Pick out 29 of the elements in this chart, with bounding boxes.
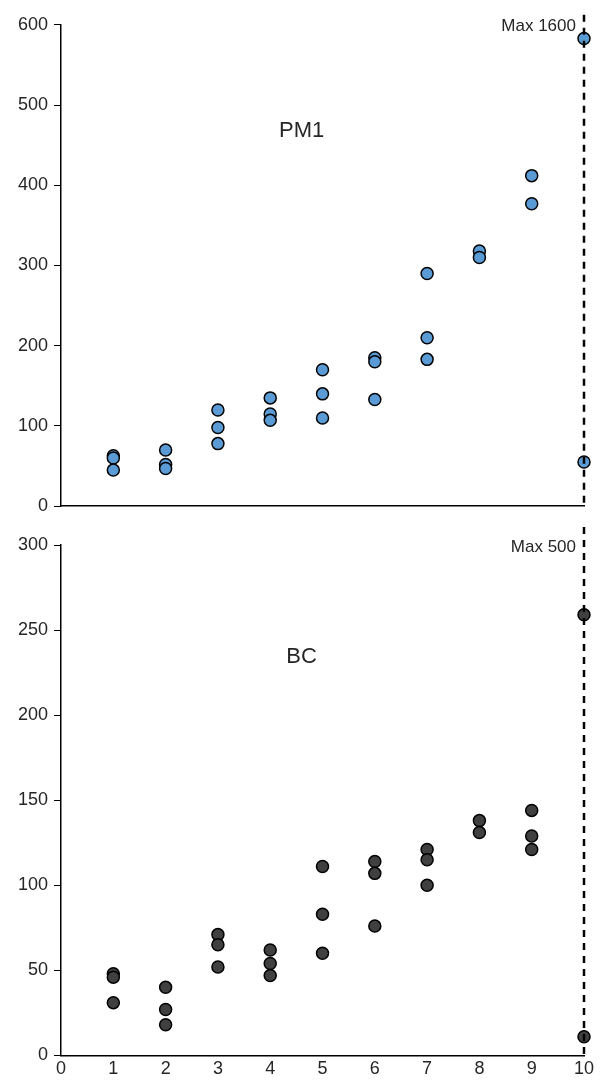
x-tick-label: 0: [56, 1058, 67, 1079]
y-tick-label: 0: [38, 1044, 49, 1065]
y-tick-label: 500: [17, 94, 49, 114]
y-tick-label: 50: [28, 959, 49, 980]
x-tick-label: 5: [317, 1058, 328, 1079]
x-tick-label: 10: [573, 1058, 595, 1079]
text: BC: [286, 643, 317, 669]
y-tick-label: 200: [17, 334, 49, 355]
x-tick-label: 6: [369, 1058, 380, 1079]
x-tick-label: 8: [474, 1058, 485, 1079]
x-tick-label: 2: [160, 1058, 171, 1079]
x-tick-label: 4: [265, 1058, 276, 1079]
y-tick-label: 0: [38, 495, 49, 516]
y-tick-label: 300: [17, 254, 49, 275]
ref-line-label: Max 1600: [501, 16, 576, 36]
y-tick-label: 100: [17, 414, 49, 435]
y-tick-label: 250: [17, 619, 49, 640]
y-tick-label: 100: [17, 874, 49, 895]
y-tick-label: 600: [17, 13, 49, 34]
y-tick-label: 150: [17, 789, 49, 810]
text: PM1: [278, 116, 325, 142]
x-tick-label: 9: [526, 1058, 537, 1079]
ref-line-label: Max 500: [510, 536, 576, 556]
y-tick-label: 200: [17, 704, 49, 725]
x-tick-label: 3: [212, 1058, 223, 1079]
y-tick-label: 300: [17, 533, 49, 554]
x-tick-label: 1: [108, 1058, 119, 1079]
y-tick-label: 400: [17, 174, 49, 195]
x-tick-label: 7: [422, 1058, 433, 1079]
